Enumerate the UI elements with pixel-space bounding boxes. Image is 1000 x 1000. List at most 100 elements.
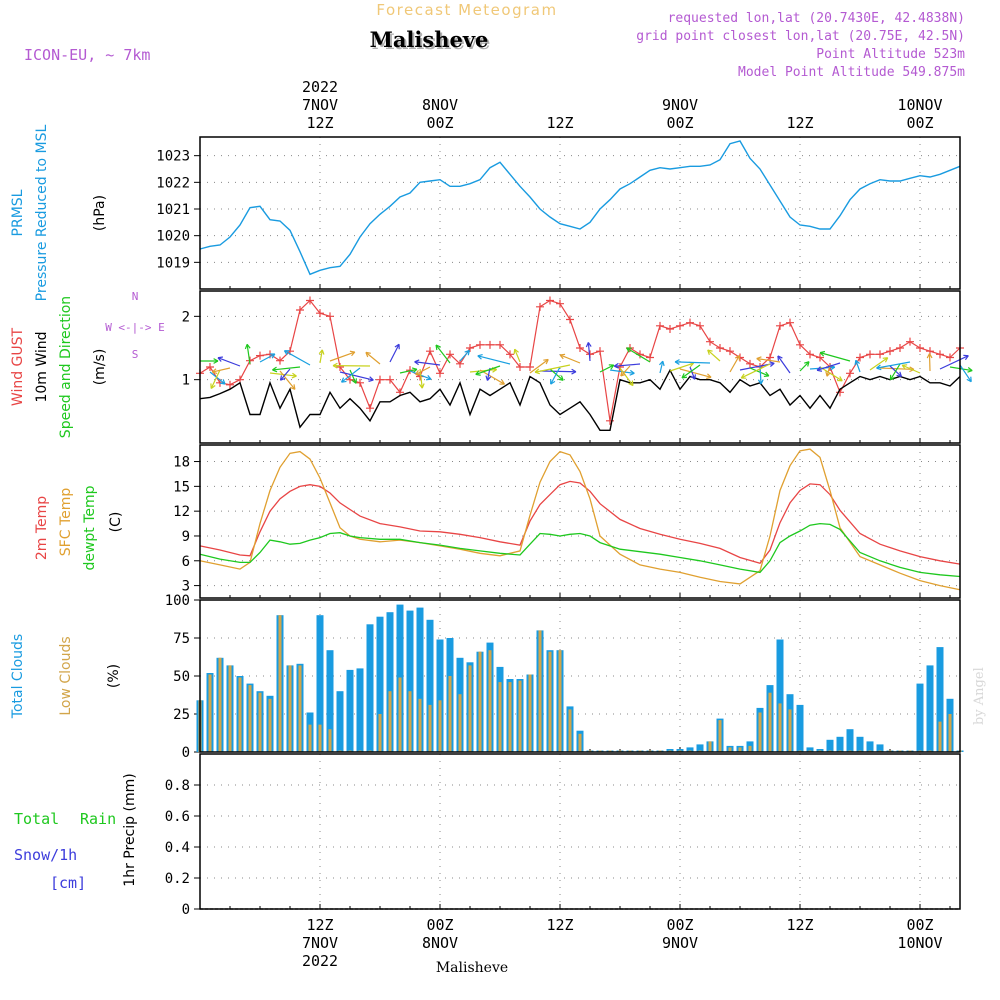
bottom-time-label: 2022 — [302, 952, 338, 970]
wind-dir-arrowhead — [464, 349, 470, 356]
ytick-label: 0.8 — [165, 778, 190, 794]
wind-dir-arrowhead — [559, 353, 566, 360]
wind-dir-arrow — [477, 355, 511, 365]
wind-dir-arrow — [901, 364, 921, 374]
wind-dir-arrow — [855, 360, 861, 373]
gust-point — [546, 296, 554, 305]
low-cloud-bar — [278, 615, 282, 752]
ylabel-sfc-temp: SFC Temp — [58, 488, 74, 557]
ylabel-2m-temp: 2m Temp — [34, 496, 50, 560]
total-cloud-bar — [416, 607, 424, 752]
gust-point — [436, 369, 444, 378]
wind-dir-arrow — [365, 351, 381, 365]
panels: 1019102010211022102312369121518025507510… — [10, 124, 973, 918]
gust-point — [916, 344, 924, 352]
wind-dir-arrowhead — [365, 351, 371, 358]
legend-total: Total — [14, 810, 59, 828]
wind-dir-arrow — [777, 355, 791, 374]
ytick-label: 0.2 — [165, 871, 190, 887]
wind-dir-arrowhead — [620, 370, 626, 377]
wind-dir-arrow — [949, 366, 973, 372]
total-cloud-bar — [846, 729, 854, 752]
gust-point — [696, 321, 704, 330]
wind-dir-arrow — [212, 367, 231, 373]
wind-dir-arrow — [279, 370, 296, 390]
wind-dir-arrow — [928, 353, 931, 372]
gust-point — [506, 350, 514, 359]
ylabel-total-clouds: Total Clouds — [10, 634, 26, 719]
wind-dir-arrowhead — [706, 373, 712, 380]
wind-dir-arrow — [889, 363, 901, 381]
wind-dir-arrow — [415, 366, 431, 376]
gust-point — [596, 347, 604, 356]
wind-dir-arrowhead — [220, 379, 226, 385]
low-cloud-bar — [228, 665, 232, 752]
wind-dir-arrow — [534, 364, 571, 373]
low-cloud-bar — [218, 657, 222, 752]
gust-point — [296, 306, 304, 314]
total-cloud-bar — [326, 650, 334, 752]
ylabel-pressure-msl: Pressure Reduced to MSL — [34, 124, 50, 301]
wind-dir-arrowhead — [291, 372, 297, 379]
panel-frame — [199, 444, 961, 599]
ytick-label: 25 — [173, 707, 190, 723]
gust-point — [666, 325, 674, 333]
location-title: Malisheve — [370, 27, 489, 52]
low-cloud-bar — [758, 712, 762, 752]
wind-dir-arrow — [246, 344, 251, 365]
t2m-line — [199, 480, 961, 565]
wind-dir-arrowhead — [351, 378, 357, 384]
total-cloud-bar — [776, 639, 784, 752]
wind-dir-arrow — [475, 365, 501, 375]
gust-point — [496, 340, 504, 349]
low-cloud-bar — [558, 650, 562, 752]
wind-dir-arrow — [559, 354, 581, 364]
ylabel-pct: (%) — [106, 664, 122, 688]
bottom-time-label: 12Z — [786, 916, 813, 934]
wind-dir-arrow — [217, 357, 241, 367]
top-time-label: 00Z — [906, 114, 933, 132]
gust-point — [516, 363, 524, 371]
gust-point — [356, 378, 364, 387]
wind-dir-arrow — [329, 351, 356, 362]
wind-dir-arrow — [939, 355, 969, 370]
wind-dir-arrow — [749, 367, 770, 377]
legend-rain: Rain — [80, 810, 116, 828]
total-cloud-bar — [686, 747, 694, 752]
wind-dir-arrowhead — [876, 364, 882, 371]
gust-point — [556, 299, 564, 308]
gust-point — [316, 309, 324, 318]
ytick-label: 1019 — [156, 255, 190, 271]
wind-dir-arrow — [740, 363, 771, 379]
gust-point — [806, 350, 814, 359]
low-cloud-bar — [478, 651, 482, 752]
ytick-label: 12 — [173, 504, 190, 520]
wind-speed-line — [199, 368, 961, 431]
gust-point — [816, 353, 824, 362]
low-cloud-bar — [568, 709, 572, 752]
header: Forecast Meteogram Malisheve Malisheve I… — [24, 1, 965, 80]
wind-dir-arrowhead — [269, 353, 276, 359]
wind-dir-arrowhead — [558, 375, 564, 381]
gust-point — [866, 350, 874, 359]
wind-dir-arrowhead — [213, 358, 219, 364]
ytick-label: 1022 — [156, 175, 190, 191]
low-cloud-bar — [238, 677, 242, 752]
ytick-label: 6 — [182, 554, 190, 570]
wind-dir-arrowhead — [543, 358, 549, 365]
gust-point — [706, 337, 714, 346]
wind-dir-arrow — [259, 353, 276, 363]
wind-dir-arrow — [459, 350, 470, 362]
wind-dir-arrowhead — [659, 360, 665, 367]
wind-dir-arrowhead — [608, 364, 615, 370]
ylabel-ms: (m/s) — [92, 349, 108, 386]
watermark: by Angel — [972, 667, 987, 725]
bottom-time-label: 12Z — [546, 916, 573, 934]
gust-point — [306, 296, 314, 305]
wind-dir-arrowhead — [550, 379, 556, 385]
wind-dir-arrow — [272, 366, 301, 371]
low-cloud-bar — [728, 747, 732, 752]
wind-dir-arrowhead — [211, 368, 218, 375]
